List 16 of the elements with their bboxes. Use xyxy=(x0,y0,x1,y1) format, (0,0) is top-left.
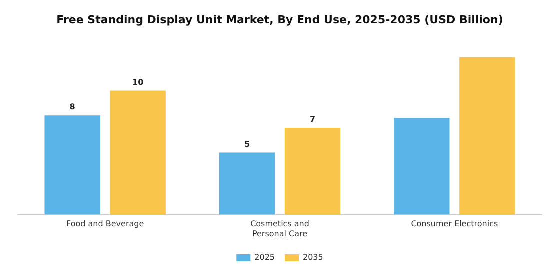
data-label: 8 xyxy=(70,102,76,112)
legend-label: 2025 xyxy=(254,253,275,262)
x-tick-label: Consumer Electronics xyxy=(411,220,498,229)
bar xyxy=(110,90,166,215)
bar xyxy=(284,128,341,215)
bar xyxy=(219,152,276,215)
bar xyxy=(394,118,450,215)
data-label: 10 xyxy=(132,78,144,87)
data-label: 5 xyxy=(244,140,250,149)
chart-title: Free Standing Display Unit Market, By End Use, 2025-2035 (USD Billion) xyxy=(56,13,504,26)
data-label: 7 xyxy=(310,115,316,124)
x-tick-label: Cosmetics and Personal Care xyxy=(250,220,310,238)
bar xyxy=(460,57,516,215)
x-tick-label: Food and Beverage xyxy=(66,220,144,229)
legend-label: 2035 xyxy=(303,253,324,262)
bar xyxy=(44,116,100,215)
